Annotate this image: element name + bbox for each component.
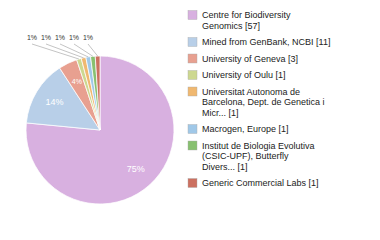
legend-label: Centre for BiodiversityGenomics [57]	[202, 10, 291, 31]
pie-slice	[95, 56, 100, 130]
legend-swatch	[188, 71, 197, 80]
legend-swatch	[188, 125, 197, 134]
legend-item: Centre for BiodiversityGenomics [57]	[188, 10, 291, 31]
data-label: 4%	[72, 78, 82, 85]
data-label: 1%	[27, 34, 37, 41]
leader-line	[88, 44, 98, 56]
data-label: 1%	[55, 34, 65, 41]
legend-label: Generic Commercial Labs [1]	[202, 178, 319, 188]
legend-swatch	[188, 11, 197, 20]
legend-swatch	[188, 179, 197, 188]
data-label: 1%	[83, 34, 93, 41]
leader-line	[32, 44, 79, 59]
chart: 75% 14% 4% 1% 1% 1% 1% 1% Centre for Biodiversit…	[0, 0, 380, 240]
legend-swatch	[188, 38, 197, 47]
data-label: 14%	[45, 97, 63, 107]
data-label: 1%	[41, 34, 51, 41]
pie-slice	[91, 56, 100, 130]
data-label: 1%	[69, 34, 79, 41]
pie-slice	[26, 56, 174, 204]
legend-item: Macrogen, Europe [1]	[188, 124, 289, 134]
legend-label: Institut de Biologia Evolutiva(CSIC-UPF)…	[202, 141, 315, 172]
legend-item: Mined from GenBank, NCBI [11]	[188, 37, 330, 47]
leader-line	[74, 44, 93, 56]
legend-swatch	[188, 141, 197, 150]
legend-swatch	[188, 54, 197, 63]
legend-item: Institut de Biologia Evolutiva(CSIC-UPF)…	[188, 141, 315, 172]
data-label: 75%	[127, 164, 145, 174]
legend-label: Macrogen, Europe [1]	[202, 124, 289, 134]
legend-item: Universitat Autonoma deBarcelona, Dept. …	[188, 87, 325, 118]
legend-label: Universitat Autonoma deBarcelona, Dept. …	[202, 87, 325, 118]
legend-item: Generic Commercial Labs [1]	[188, 178, 319, 188]
pie-slice	[86, 57, 100, 130]
legend-item: University of Geneva [3]	[188, 54, 298, 64]
pie: 75% 14% 4% 1% 1% 1% 1% 1%	[26, 34, 174, 204]
legend-item: University of Oulu [1]	[188, 70, 286, 80]
legend: Centre for BiodiversityGenomics [57] Mine…	[188, 10, 330, 188]
legend-label: University of Geneva [3]	[202, 54, 298, 64]
legend-label: University of Oulu [1]	[202, 70, 286, 80]
legend-label: Mined from GenBank, NCBI [11]	[202, 37, 330, 47]
legend-swatch	[188, 87, 197, 96]
